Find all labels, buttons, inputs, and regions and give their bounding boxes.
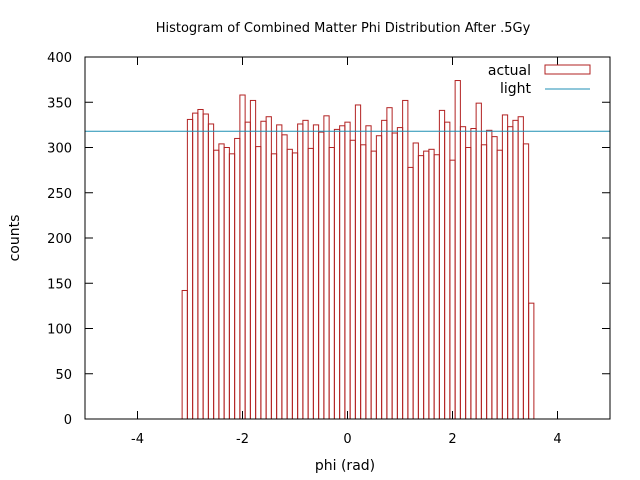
histogram-bar [396, 127, 404, 420]
histogram-bar [522, 143, 530, 420]
x-tick-label: -2 [236, 432, 249, 447]
y-tick-label: 0 [64, 413, 72, 428]
histogram-bar [197, 108, 204, 420]
histogram-bar [375, 135, 383, 420]
histogram-bar [276, 124, 283, 420]
histogram-bar [360, 144, 367, 420]
legend-label-actual: actual [488, 63, 531, 79]
histogram-bar [286, 148, 293, 420]
histogram-bar [480, 144, 488, 420]
y-tick-label: 150 [47, 277, 72, 292]
y-axis-ticks: 0 50 100 150 200 250 300 350 400 [47, 51, 610, 428]
histogram-bar [475, 102, 482, 420]
x-axis-ticks: -4 -2 0 2 4 [131, 57, 562, 447]
histogram-bar [491, 136, 498, 420]
legend-swatch-actual [544, 64, 591, 75]
histogram-bar [512, 119, 519, 420]
histogram-bar [228, 153, 236, 420]
x-tick-label: 2 [448, 432, 456, 447]
histogram-bar [528, 302, 535, 420]
y-tick-label: 300 [47, 142, 72, 157]
histogram-bar [496, 149, 503, 420]
histogram-bar [444, 121, 451, 420]
histogram-bar [234, 137, 241, 420]
histogram-bar [386, 107, 393, 420]
x-axis-label: phi (rad) [315, 458, 375, 474]
histogram-bar [281, 134, 288, 420]
histogram-bar [202, 113, 209, 420]
histogram-bar [501, 114, 509, 420]
y-tick-label: 50 [55, 368, 72, 383]
x-tick-label: 0 [343, 432, 351, 447]
histogram-bar [344, 121, 351, 420]
histogram-bar [402, 99, 409, 420]
histogram-bar [223, 147, 230, 420]
histogram-bar [354, 104, 362, 420]
histogram-bar [218, 143, 225, 420]
histogram-bar [459, 126, 467, 420]
histogram-bar [260, 120, 267, 420]
histogram-bar [333, 128, 341, 420]
histogram-bar [328, 147, 335, 420]
histogram-bar [433, 154, 440, 420]
histogram-bar [391, 132, 398, 420]
histogram-bar [323, 115, 330, 420]
histogram-bar [302, 119, 309, 420]
y-tick-label: 100 [47, 323, 72, 338]
histogram-bar [339, 125, 346, 420]
histogram-bar [507, 126, 514, 420]
plot-frame [84, 56, 611, 420]
histogram-bar [265, 116, 272, 420]
histogram-bar [517, 116, 524, 420]
histogram-bar [207, 123, 215, 420]
y-tick-label: 350 [47, 96, 72, 111]
histogram-bar [249, 99, 257, 420]
histogram-bar [270, 153, 278, 420]
legend-label-light: light [500, 81, 532, 97]
histogram-bar [239, 94, 246, 420]
chart-title: Histogram of Combined Matter Phi Distrib… [156, 21, 531, 36]
histogram-bar [381, 119, 388, 420]
histogram-bar [370, 150, 377, 420]
histogram-bar [465, 147, 472, 420]
histogram-bar [438, 109, 446, 420]
histogram-bar [255, 146, 262, 420]
histogram-bar [365, 125, 372, 420]
histogram-bar [486, 129, 493, 420]
histogram-bar [417, 155, 425, 420]
y-tick-label: 250 [47, 187, 72, 202]
histogram-bar [449, 159, 456, 420]
histogram-bar [407, 166, 414, 420]
histogram-bar [297, 123, 304, 420]
histogram-bar [470, 128, 477, 420]
histogram-bar [349, 139, 356, 420]
histogram-bar [428, 148, 435, 420]
histogram-bar [192, 112, 199, 420]
legend: actual light [488, 63, 591, 97]
histogram-bar [318, 131, 325, 420]
histogram-bar [291, 152, 299, 420]
histogram-bar [244, 121, 251, 420]
y-tick-label: 400 [47, 51, 72, 66]
histogram-bar [186, 118, 194, 420]
histogram-bar [423, 150, 430, 420]
histogram-bar [181, 289, 188, 420]
histogram-bar [213, 149, 220, 420]
histogram-bar [312, 124, 320, 420]
histogram-bar [307, 147, 314, 420]
y-tick-label: 200 [47, 232, 72, 247]
histogram-bar [412, 142, 419, 420]
x-tick-label: -4 [131, 432, 144, 447]
x-tick-label: 4 [553, 432, 561, 447]
y-axis-label: counts [7, 215, 23, 262]
